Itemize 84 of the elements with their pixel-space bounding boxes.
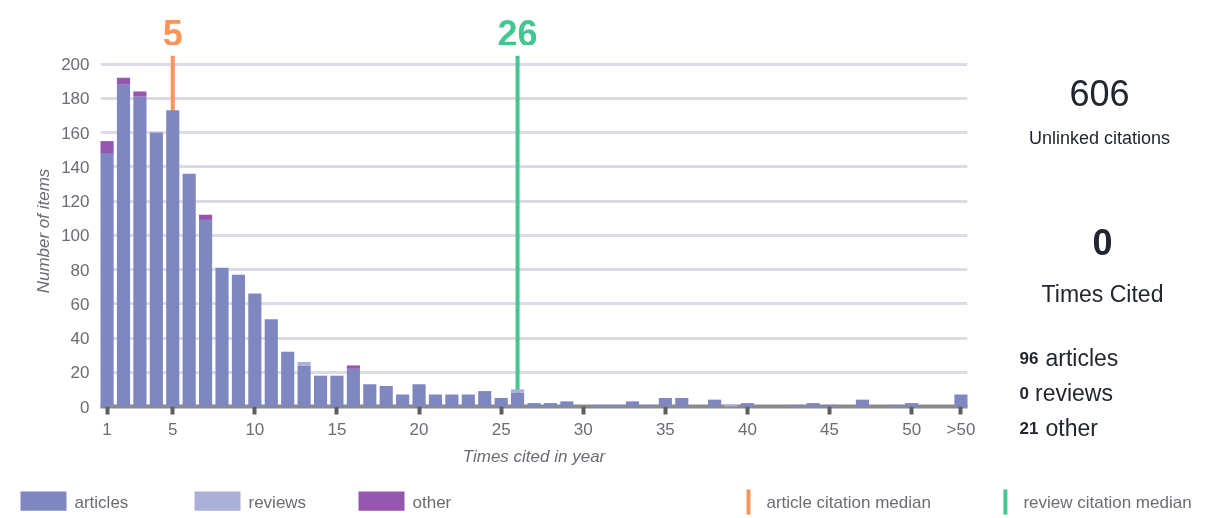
bar	[740, 403, 755, 407]
x-tick-label: 45	[820, 419, 840, 439]
y-tick-label: 60	[70, 294, 90, 314]
bar	[806, 403, 820, 407]
x-tick-label: 1	[102, 419, 112, 439]
bar	[708, 399, 722, 407]
y-tick-label: 120	[61, 192, 90, 212]
y-axis-title: Number of items	[34, 168, 54, 294]
bar	[346, 365, 360, 369]
y-tick-label: 20	[70, 363, 90, 383]
bar	[264, 319, 278, 407]
x-tick-label: 10	[245, 419, 265, 439]
bar	[527, 403, 541, 407]
bar	[133, 96, 147, 407]
bar	[511, 392, 525, 407]
bar	[560, 401, 574, 407]
bar	[478, 391, 492, 407]
bar	[215, 267, 229, 407]
text: 606	[1069, 72, 1130, 114]
x-tick-label: 20	[409, 419, 429, 439]
x-tick-label: 35	[655, 419, 675, 439]
text: 96	[1019, 348, 1039, 368]
bar	[182, 173, 196, 407]
bar	[231, 274, 245, 407]
bar	[199, 219, 213, 407]
bar	[428, 394, 443, 407]
bar	[396, 394, 410, 407]
bar	[346, 368, 360, 407]
bar	[199, 214, 213, 220]
bar	[625, 401, 640, 407]
bar	[363, 384, 377, 407]
bar	[313, 375, 328, 407]
legend-label: other	[412, 492, 452, 512]
text: Times Cited	[1041, 280, 1164, 307]
y-tick-label: 100	[61, 226, 90, 246]
bar	[248, 293, 262, 407]
bar	[658, 397, 672, 407]
y-tick-label: 0	[80, 397, 90, 417]
x-tick-label: 50	[902, 419, 922, 439]
y-tick-label: 200	[61, 55, 90, 75]
y-tick-label: 80	[70, 260, 90, 280]
bar	[494, 397, 508, 407]
bar	[379, 385, 393, 407]
text: reviews	[1035, 379, 1113, 406]
bar	[905, 403, 919, 407]
legend-label: review citation median	[1023, 492, 1192, 512]
x-tick-label: 15	[327, 419, 347, 439]
bar	[281, 351, 295, 407]
bar	[116, 84, 131, 407]
bar	[100, 153, 114, 407]
text: 21	[1019, 418, 1039, 438]
bar	[445, 394, 459, 407]
legend-label: articles	[74, 492, 129, 512]
x-tick-label: 25	[491, 419, 511, 439]
bar	[954, 394, 968, 407]
bar	[133, 91, 147, 97]
y-tick-label: 140	[61, 157, 90, 177]
bar	[855, 399, 869, 407]
x-tick-label: 30	[573, 419, 593, 439]
bar	[149, 132, 163, 407]
bar	[116, 77, 131, 85]
bar	[100, 141, 114, 154]
x-axis-title: Times cited in year	[462, 446, 607, 466]
y-tick-label: 180	[61, 89, 90, 109]
bar	[297, 365, 311, 407]
x-tick-label: 5	[168, 419, 178, 439]
bar	[511, 389, 525, 393]
text: other	[1045, 414, 1099, 441]
bar	[330, 375, 344, 407]
y-tick-label: 160	[61, 123, 90, 143]
y-tick-label: 40	[70, 329, 90, 349]
bar	[412, 384, 426, 407]
bar	[166, 110, 180, 407]
legend-label: reviews	[248, 492, 307, 512]
text: 0	[1019, 383, 1029, 403]
legend-label: article citation median	[766, 492, 931, 512]
bar	[543, 403, 557, 407]
bar	[675, 397, 689, 407]
x-tick-label: >50	[946, 419, 976, 439]
x-tick-label: 40	[738, 419, 757, 439]
bar	[461, 394, 475, 407]
text: Unlinked citations	[1028, 127, 1171, 148]
text: 0	[1092, 221, 1113, 263]
text: articles	[1045, 344, 1119, 371]
